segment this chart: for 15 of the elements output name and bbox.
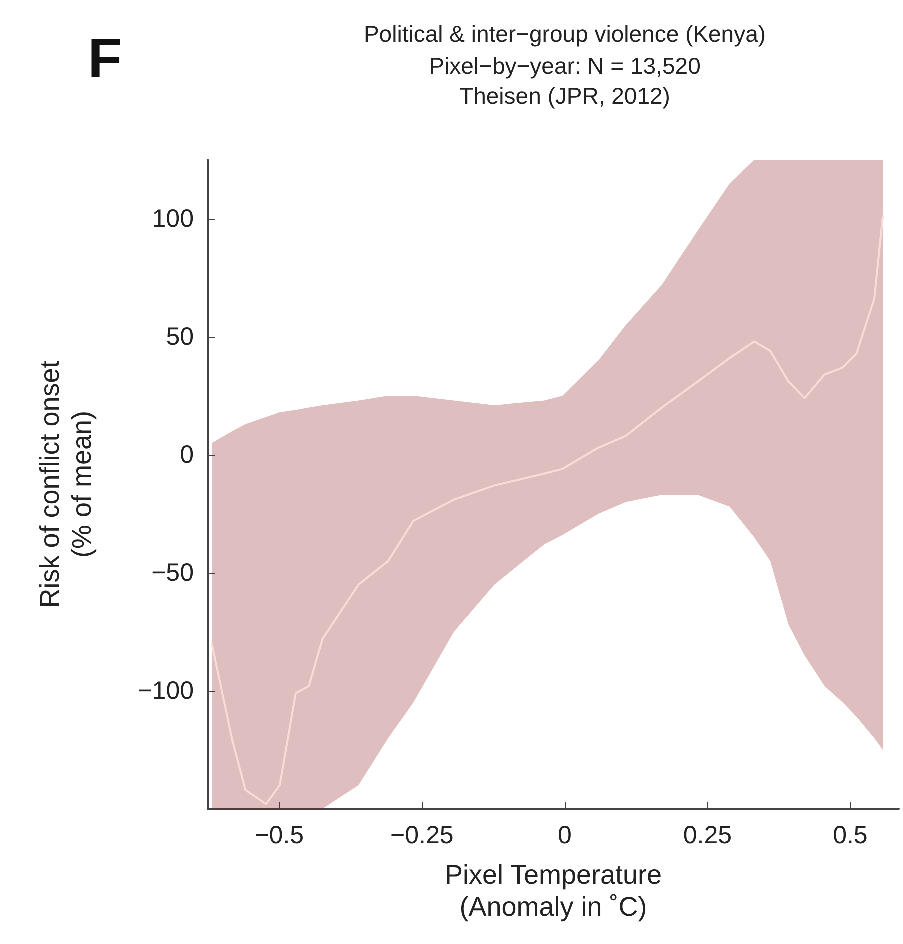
y-tick-label: 50 [166,323,194,351]
y-tick-label: 0 [180,441,194,469]
x-tick-label: 0 [558,822,572,850]
x-tick-label: 0.5 [833,822,868,850]
chart-title: Political & inter−group violence (Kenya) [364,21,766,47]
x-tick-label: −0.25 [390,822,454,850]
y-axis-title: Risk of conflict onset (% of mean) [35,360,97,608]
y-tick-label: 100 [152,205,194,233]
x-axis-title: Pixel Temperature (Anomaly in ˚C) [444,860,662,922]
x-tick-label: −0.5 [254,822,304,850]
y-tick-label: −100 [138,677,194,705]
y-tick-label: −50 [152,559,194,587]
x-tick-label: 0.25 [683,822,732,850]
chart-subtitle: Pixel−by−year: N = 13,520 Theisen (JPR, 2012) [429,53,701,109]
text: F [88,26,122,90]
